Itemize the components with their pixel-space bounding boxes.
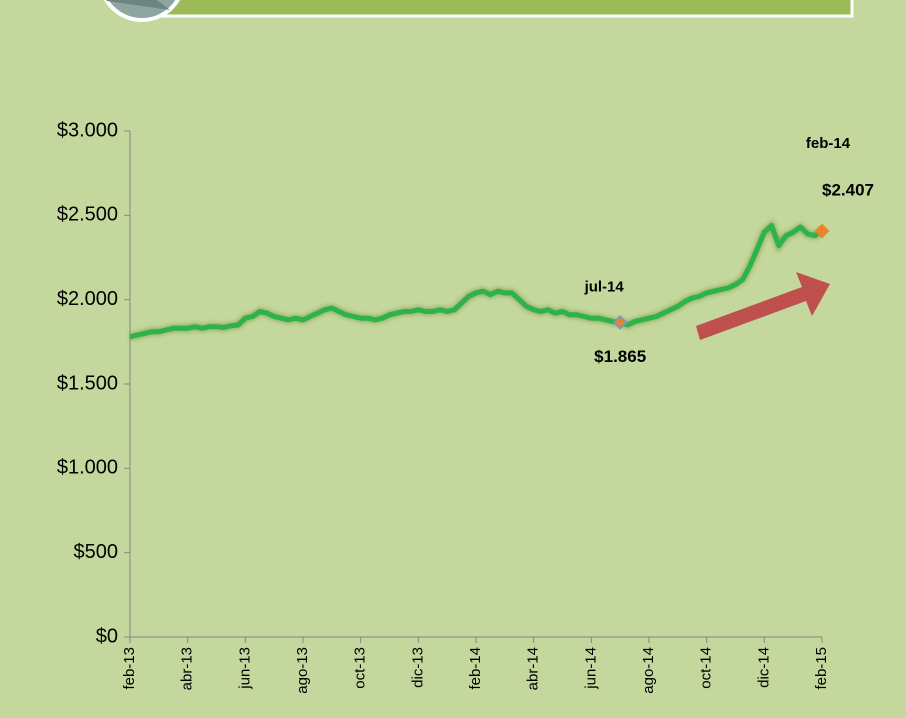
y-tick-label: $500 (74, 541, 119, 563)
x-tick-label: oct-14 (698, 647, 715, 689)
y-tick-label: $2.500 (57, 204, 118, 226)
x-tick-label: feb-13 (121, 647, 138, 690)
annotation-value: $2.407 (822, 181, 874, 200)
highlight-marker (612, 315, 628, 330)
x-tick-label: abr-13 (179, 647, 196, 690)
annotation-value: $1.865 (594, 347, 646, 366)
x-tick-label: feb-14 (467, 647, 484, 690)
annotation-date: feb-14 (806, 135, 851, 152)
x-tick-label: jun-14 (582, 647, 599, 690)
x-tick-label: jun-13 (236, 647, 253, 690)
y-tick-label: $1.000 (57, 457, 118, 479)
x-tick-label: dic-13 (409, 647, 426, 688)
header-banner (138, 0, 854, 18)
highlight-marker (814, 223, 830, 239)
annotation-date: jul-14 (584, 278, 625, 295)
line (129, 223, 824, 340)
x-tick-label: feb-15 (813, 647, 830, 690)
y-tick-label: $0 (96, 625, 118, 647)
x-tick-label: ago-13 (294, 647, 311, 694)
y-tick-label: $1.500 (57, 372, 118, 394)
y-tick-label: $3.000 (57, 119, 118, 141)
header-photo-detail (100, 0, 170, 10)
y-tick-label: $2.000 (57, 288, 118, 310)
x-tick-label: ago-14 (640, 647, 657, 694)
x-tick-label: dic-14 (755, 647, 772, 688)
x-tick-label: oct-13 (352, 647, 369, 689)
trend-arrow (696, 272, 830, 340)
x-tick-label: abr-14 (525, 647, 542, 690)
